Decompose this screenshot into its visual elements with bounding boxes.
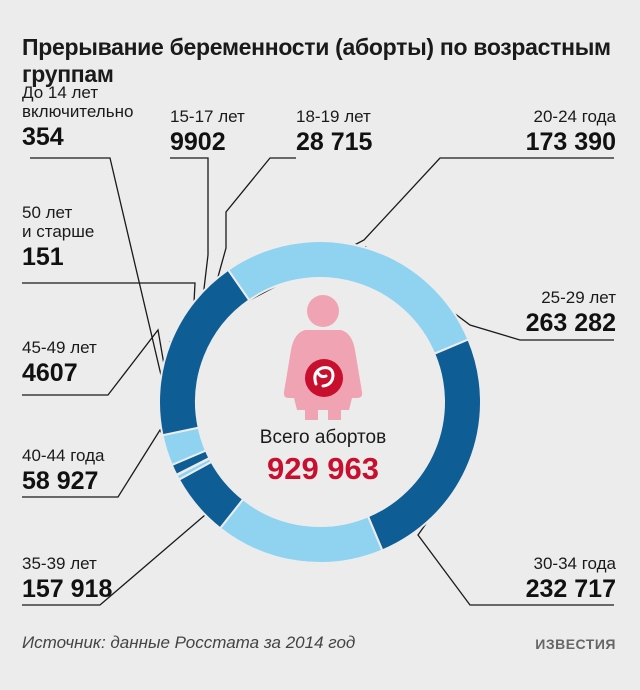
label-15-17-name: 15-17 лет [170, 107, 245, 126]
label-20-24-value: 173 390 [525, 128, 616, 157]
label-50-plus: 50 лет и старше 151 [22, 203, 94, 271]
label-30-34-name: 30-34 года [533, 554, 617, 573]
label-18-19-name: 18-19 лет [296, 107, 371, 126]
figure-head-icon [307, 295, 339, 327]
label-45-49-value: 4607 [22, 359, 78, 388]
label-20-24-name: 20-24 года [533, 107, 617, 126]
fetus-icon [313, 366, 335, 388]
figure-leg-right-icon [328, 408, 341, 420]
label-30-34-value: 232 717 [525, 575, 616, 604]
donut-slice-9 [175, 456, 211, 477]
label-40-44: 40-44 года 58 927 [22, 446, 105, 495]
label-25-29-name: 25-29 лет [541, 288, 616, 307]
source-note: Источник: данные Росстата за 2014 год [22, 633, 356, 652]
label-35-39: 35-39 лет 157 918 [22, 554, 112, 603]
label-18-19-value: 28 715 [296, 128, 373, 157]
label-40-44-value: 58 927 [22, 467, 99, 496]
label-40-44-name: 40-44 года [22, 446, 105, 465]
label-under-14-value: 354 [22, 123, 64, 152]
label-25-29: 25-29 лет 263 282 [526, 288, 616, 337]
center-total-label: Всего абортов [259, 427, 387, 448]
donut-slice-6 [218, 497, 384, 564]
label-18-19: 18-19 лет 28 715 [296, 107, 372, 156]
label-15-17: 15-17 лет 9902 [170, 107, 245, 156]
leader-line-3 [169, 157, 614, 343]
label-under-14-name-1: До 14 лет [22, 83, 99, 102]
donut-slice-3 [158, 268, 251, 437]
donut-slices [158, 240, 482, 564]
chart-title: Прерывание беременности (аборты) по возр… [22, 34, 611, 87]
label-35-39-name: 35-39 лет [22, 554, 97, 573]
label-30-34: 30-34 года 232 717 [526, 554, 616, 603]
label-50-plus-name-1: 50 лет [22, 203, 73, 222]
label-50-plus-name-2: и старше [22, 222, 95, 242]
publisher-logo: ИЗВЕСТИЯ [535, 636, 616, 652]
center-total-value: 929 963 [266, 451, 380, 486]
woman-figure-icon [283, 295, 363, 420]
label-15-17-value: 9902 [170, 128, 226, 157]
label-45-49: 45-49 лет 4607 [22, 338, 97, 387]
figure-leg-left-icon [305, 408, 318, 420]
leader-line-0 [30, 157, 185, 472]
label-20-24: 20-24 года 173 390 [526, 107, 616, 156]
label-50-plus-value: 151 [22, 243, 64, 272]
label-45-49-name: 45-49 лет [22, 338, 97, 357]
label-under-14: До 14 лет включительно 354 [22, 83, 133, 151]
label-under-14-name-2: включительно [22, 102, 134, 122]
label-35-39-value: 157 918 [22, 575, 113, 604]
label-25-29-value: 263 282 [525, 309, 616, 338]
